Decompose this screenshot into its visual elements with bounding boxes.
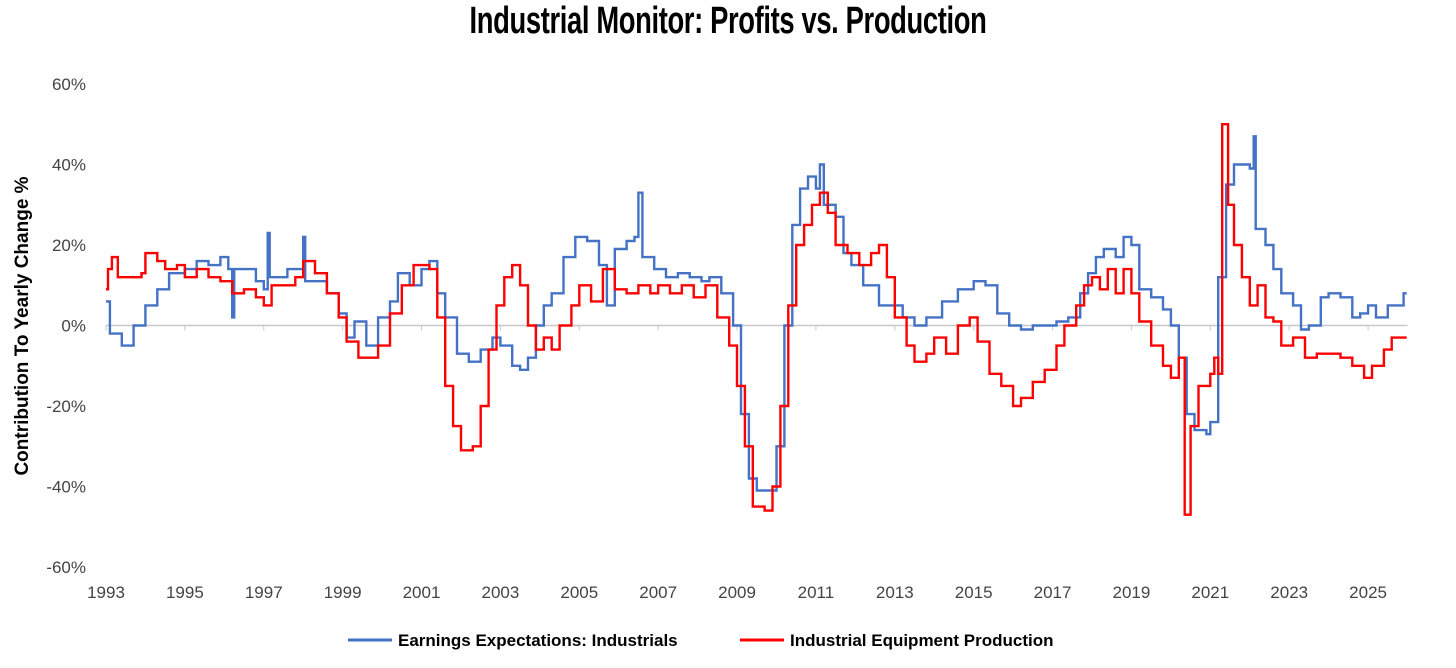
x-tick-label: 1993 bbox=[87, 583, 125, 602]
x-tick-label: 2011 bbox=[798, 583, 835, 602]
x-tick-label: 2019 bbox=[1113, 583, 1151, 602]
x-tick-label: 2017 bbox=[1034, 583, 1072, 602]
x-tick-label: 2023 bbox=[1270, 583, 1308, 602]
x-tick-label: 2007 bbox=[639, 583, 677, 602]
x-tick-label: 2021 bbox=[1191, 583, 1229, 602]
y-tick-label: -40% bbox=[46, 478, 86, 497]
chart-title: Industrial Monitor: Profits vs. Producti… bbox=[469, 0, 987, 42]
x-tick-label: 2005 bbox=[560, 583, 598, 602]
legend-label: Industrial Equipment Production bbox=[790, 631, 1054, 650]
x-tick-label: 2015 bbox=[955, 583, 993, 602]
x-tick-label: 2003 bbox=[481, 583, 519, 602]
y-tick-label: 0% bbox=[61, 317, 86, 336]
y-axis-label: Contribution To Yearly Change % bbox=[12, 176, 33, 475]
legend-label: Earnings Expectations: Industrials bbox=[398, 631, 678, 650]
x-tick-label: 2001 bbox=[403, 583, 441, 602]
series-line-production bbox=[106, 123, 1407, 516]
series-line-earnings bbox=[106, 135, 1407, 492]
x-tick-label: 2025 bbox=[1349, 583, 1387, 602]
y-tick-label: -60% bbox=[46, 558, 86, 577]
x-tick-label: 1995 bbox=[166, 583, 204, 602]
x-tick-label: 2009 bbox=[718, 583, 756, 602]
y-tick-label: -20% bbox=[46, 397, 86, 416]
x-tick-label: 1999 bbox=[324, 583, 362, 602]
y-tick-label: 20% bbox=[52, 236, 86, 255]
x-tick-label: 1997 bbox=[245, 583, 283, 602]
x-tick-label: 2013 bbox=[876, 583, 914, 602]
y-tick-label: 60% bbox=[52, 75, 86, 94]
y-tick-label: 40% bbox=[52, 156, 86, 175]
